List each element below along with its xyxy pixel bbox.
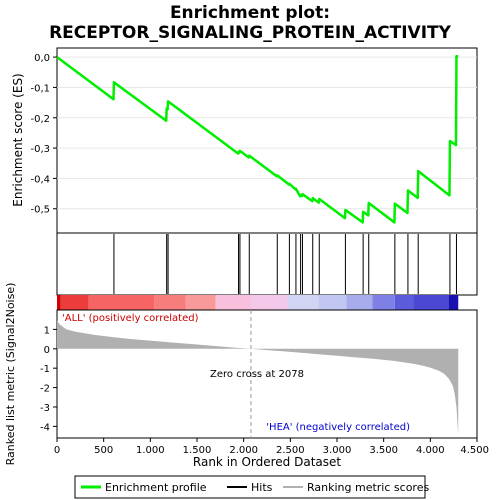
metric-y-tick-label: -3	[40, 403, 50, 414]
es-y-tick-label: -0,5	[30, 205, 50, 216]
metric-panel-frame	[56, 309, 478, 439]
hits-panel	[56, 232, 478, 296]
heat-segment	[318, 295, 347, 310]
x-tick-label: 3.000	[323, 445, 352, 456]
heat-segment	[413, 295, 449, 310]
x-tick-label: 3.500	[369, 445, 398, 456]
enrichment-profile-line	[56, 54, 459, 224]
ranking-metric-area	[57, 320, 459, 435]
es-y-tick-label: -0,2	[30, 114, 50, 125]
es-y-axis-label: Enrichment score (ES)	[11, 73, 25, 206]
metric-panel: 1 0 -1 -2 -3 -4 0 500 1.000 1.500 2.000 2.500 3.000…	[4, 283, 489, 469]
legend: Enrichment profile Hits Ranking metric s…	[74, 475, 429, 499]
x-axis-label: Rank in Ordered Dataset	[193, 455, 341, 469]
heat-segment	[250, 295, 288, 310]
metric-y-tick-label: -2	[40, 384, 50, 395]
heat-segment	[394, 295, 414, 310]
es-panel: 0,0 -0,1 -0,2 -0,3 -0,4 -0,5 Enrichment score…	[11, 47, 478, 234]
x-tick-label: 2.500	[276, 445, 305, 456]
heat-segment	[60, 295, 89, 310]
x-tick-label: 2.000	[229, 445, 258, 456]
heat-segment	[346, 295, 373, 310]
heat-segment	[449, 295, 459, 310]
x-tick-label: 4.000	[416, 445, 445, 456]
x-tick-label: 4.500	[460, 445, 489, 456]
x-tick-label: 500	[94, 445, 113, 456]
legend-enrichment-label: Enrichment profile	[105, 481, 207, 494]
x-tick-label: 1.000	[136, 445, 165, 456]
plot-title-line-1: Enrichment plot:	[169, 3, 331, 23]
ranked-heat-bar	[57, 295, 459, 310]
metric-y-tick-label: 1	[44, 325, 50, 336]
metric-y-tick-label: -1	[40, 364, 50, 375]
metric-y-axis-label: Ranked list metric (Signal2Noise)	[4, 283, 17, 466]
negative-correlation-label: 'HEA' (negatively correlated)	[266, 422, 410, 433]
plot-title-line-2: RECEPTOR_SIGNALING_PROTEIN_ACTIVITY	[49, 23, 451, 43]
x-tick-label: 0	[54, 445, 60, 456]
es-y-tick-label: 0,0	[34, 53, 50, 64]
es-y-tick-label: -0,1	[30, 83, 50, 94]
es-panel-frame	[56, 47, 478, 234]
heat-segment	[57, 295, 61, 310]
legend-hits-label: Hits	[251, 481, 273, 494]
metric-y-tick-label: 0	[44, 345, 50, 356]
heat-segment	[88, 295, 155, 310]
heat-segment	[185, 295, 216, 310]
heat-segment	[287, 295, 319, 310]
positive-correlation-label: 'ALL' (positively correlated)	[62, 313, 199, 324]
heat-segment	[215, 295, 251, 310]
hits-panel-frame	[56, 232, 478, 296]
zero-cross-label: Zero cross at 2078	[210, 369, 304, 380]
heat-segment	[372, 295, 395, 310]
x-tick-label: 1.500	[183, 445, 212, 456]
es-y-tick-label: -0,3	[30, 144, 50, 155]
es-y-tick-label: -0,4	[30, 174, 50, 185]
legend-frame	[74, 475, 426, 499]
legend-metric-label: Ranking metric scores	[307, 481, 429, 494]
heat-segment	[154, 295, 186, 310]
metric-y-tick-label: -4	[40, 422, 50, 433]
